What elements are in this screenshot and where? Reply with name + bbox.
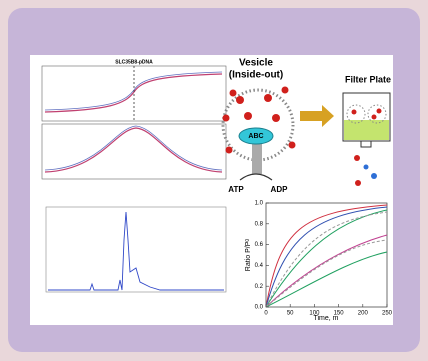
curve xyxy=(265,234,388,308)
vesicle xyxy=(367,104,387,124)
arrow xyxy=(239,173,273,181)
vesicle xyxy=(346,104,366,124)
uptake-plot: Ratio P/P0 Time, m 0.00.20.40.60.81.00 50… xyxy=(245,201,393,322)
x-tick-label: 200 xyxy=(358,311,369,317)
axis-label-sub: 0 xyxy=(245,239,251,242)
curve xyxy=(265,239,388,308)
curve xyxy=(265,251,388,308)
plot-title: SLC35B8-pDNA xyxy=(115,59,153,65)
trace xyxy=(48,211,224,291)
x-tick-label: 100 xyxy=(309,311,320,317)
curve xyxy=(44,127,223,173)
x-tick-label: 150 xyxy=(334,311,345,317)
y-tick-label: 0.0 xyxy=(255,305,264,311)
y-tick-label: 0.6 xyxy=(255,242,264,248)
vesicle-diagram: Vesicle (Inside-out) ABC ATP ADP xyxy=(221,58,334,194)
label: Vesicle xyxy=(239,58,273,69)
curve xyxy=(44,125,223,171)
chromatogram xyxy=(45,206,227,293)
filter-diagram: Filter Plate xyxy=(342,74,391,186)
panel xyxy=(30,55,393,325)
curve xyxy=(265,206,388,308)
label: Filter Plate xyxy=(345,74,391,84)
label: ABC xyxy=(248,133,263,140)
curve xyxy=(265,204,388,308)
filter xyxy=(344,120,389,140)
transporter xyxy=(238,127,274,145)
melt-plot: SLC35B8-pDNA xyxy=(41,59,227,180)
x-tick-label: 50 xyxy=(287,311,294,317)
axis-label: Ratio P/P xyxy=(245,241,252,271)
x-tick-label: 250 xyxy=(382,311,393,317)
label: ATP xyxy=(228,185,244,194)
y-tick-label: 0.2 xyxy=(255,284,264,290)
axis-label: Time, m xyxy=(313,315,338,322)
vesicle xyxy=(221,88,295,162)
curve xyxy=(265,211,388,308)
label: ADP xyxy=(271,185,289,194)
axis-label: Ratio P/P0 xyxy=(245,239,252,272)
arrow xyxy=(300,105,334,127)
stem xyxy=(252,140,262,174)
y-tick-label: 1.0 xyxy=(255,201,264,207)
plot-frame xyxy=(265,202,388,308)
y-tick-label: 0.4 xyxy=(255,263,264,269)
substrates xyxy=(222,86,296,154)
y-tick-label: 0.8 xyxy=(255,221,264,227)
label: (Inside-out) xyxy=(229,70,283,81)
spout xyxy=(360,140,372,148)
plot-frame xyxy=(45,206,227,293)
x-tick-label: 0 xyxy=(264,311,268,317)
